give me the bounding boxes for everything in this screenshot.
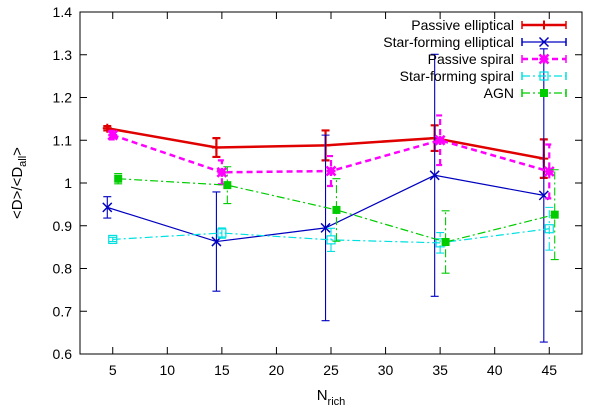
error-bar [545, 206, 554, 251]
series-4 [114, 166, 559, 274]
data-point [434, 134, 446, 146]
x-tick-label: 30 [378, 362, 394, 378]
y-axis-title-main: <D>/<D [9, 167, 26, 219]
x-tick-label: 25 [323, 362, 339, 378]
x-tick-label: 10 [160, 362, 176, 378]
data-point [216, 166, 228, 178]
data-point [102, 123, 112, 133]
legend-label: Passive spiral [428, 51, 514, 67]
legend-errorbar-cap [521, 55, 567, 63]
error-bar [108, 236, 117, 243]
data-point [325, 165, 337, 177]
legend-label: AGN [484, 85, 514, 101]
x-tick-label: 15 [214, 362, 230, 378]
legend-errorbar-cap [521, 38, 567, 46]
plot-layer [102, 48, 559, 343]
data-point [108, 234, 118, 245]
x-tick-label: 20 [269, 362, 285, 378]
error-bar [327, 227, 335, 252]
legend-label: Passive elliptical [411, 17, 514, 33]
data-point [550, 210, 559, 219]
error-bar [545, 143, 554, 200]
series-line [118, 178, 555, 243]
data-point [114, 174, 123, 183]
error-bar [441, 210, 450, 274]
series-1 [102, 48, 549, 343]
error-bar [332, 178, 341, 242]
data-point [543, 166, 555, 177]
y-tick-label: 1.1 [53, 132, 73, 148]
legend-label: Star-forming spiral [400, 68, 514, 84]
y-axis-title: <D>/<Dall> [9, 147, 29, 219]
x-tick-label: 45 [541, 362, 557, 378]
y-axis-title-suffix: > [9, 147, 26, 156]
data-point [441, 237, 450, 246]
data-point [544, 224, 554, 234]
legend-marker [539, 20, 549, 30]
series-line [112, 228, 550, 244]
series-3 [108, 206, 554, 254]
legend-errorbar-cap [521, 89, 567, 97]
error-bar [436, 232, 445, 254]
x-tick-label: 5 [109, 362, 117, 378]
y-axis-title-subscript: all [17, 156, 29, 167]
y-tick-label: 1.2 [53, 90, 73, 106]
y-tick-label: 1.3 [53, 47, 73, 63]
data-point [102, 202, 113, 213]
y-tick-label: 1 [64, 175, 72, 191]
data-point [320, 222, 331, 233]
legend-errorbar-cap [521, 21, 567, 29]
y-tick-label: 0.8 [53, 261, 73, 277]
data-point [429, 170, 440, 181]
y-tick-label: 0.7 [53, 303, 73, 319]
legend-errorbar-cap [521, 72, 567, 80]
data-point [326, 235, 336, 245]
x-axis-title: Nrich [317, 387, 346, 408]
legend-marker [538, 36, 550, 48]
y-tick-label: 0.6 [53, 346, 73, 362]
x-tick-label: 40 [487, 362, 503, 378]
data-point [217, 228, 227, 238]
data-point [223, 181, 232, 190]
x-axis-title-main: N [317, 387, 328, 404]
x-tick-label: 35 [432, 362, 448, 378]
legend-marker [540, 89, 548, 97]
legend-marker [538, 53, 550, 65]
legend-marker [539, 71, 549, 81]
y-tick-label: 1.4 [53, 4, 73, 20]
legend-label: Star-forming elliptical [383, 34, 514, 50]
axes-layer: 5 10 15 20 25 30 35 40 45 0.6 0.7 0.8 0.9 1 1.1 1.2 1.3 1… [53, 4, 583, 378]
data-point [332, 205, 341, 214]
data-point [107, 129, 119, 141]
data-point [211, 143, 221, 153]
y-tick-label: 0.9 [53, 218, 73, 234]
x-axis-title-subscript: rich [328, 396, 346, 408]
